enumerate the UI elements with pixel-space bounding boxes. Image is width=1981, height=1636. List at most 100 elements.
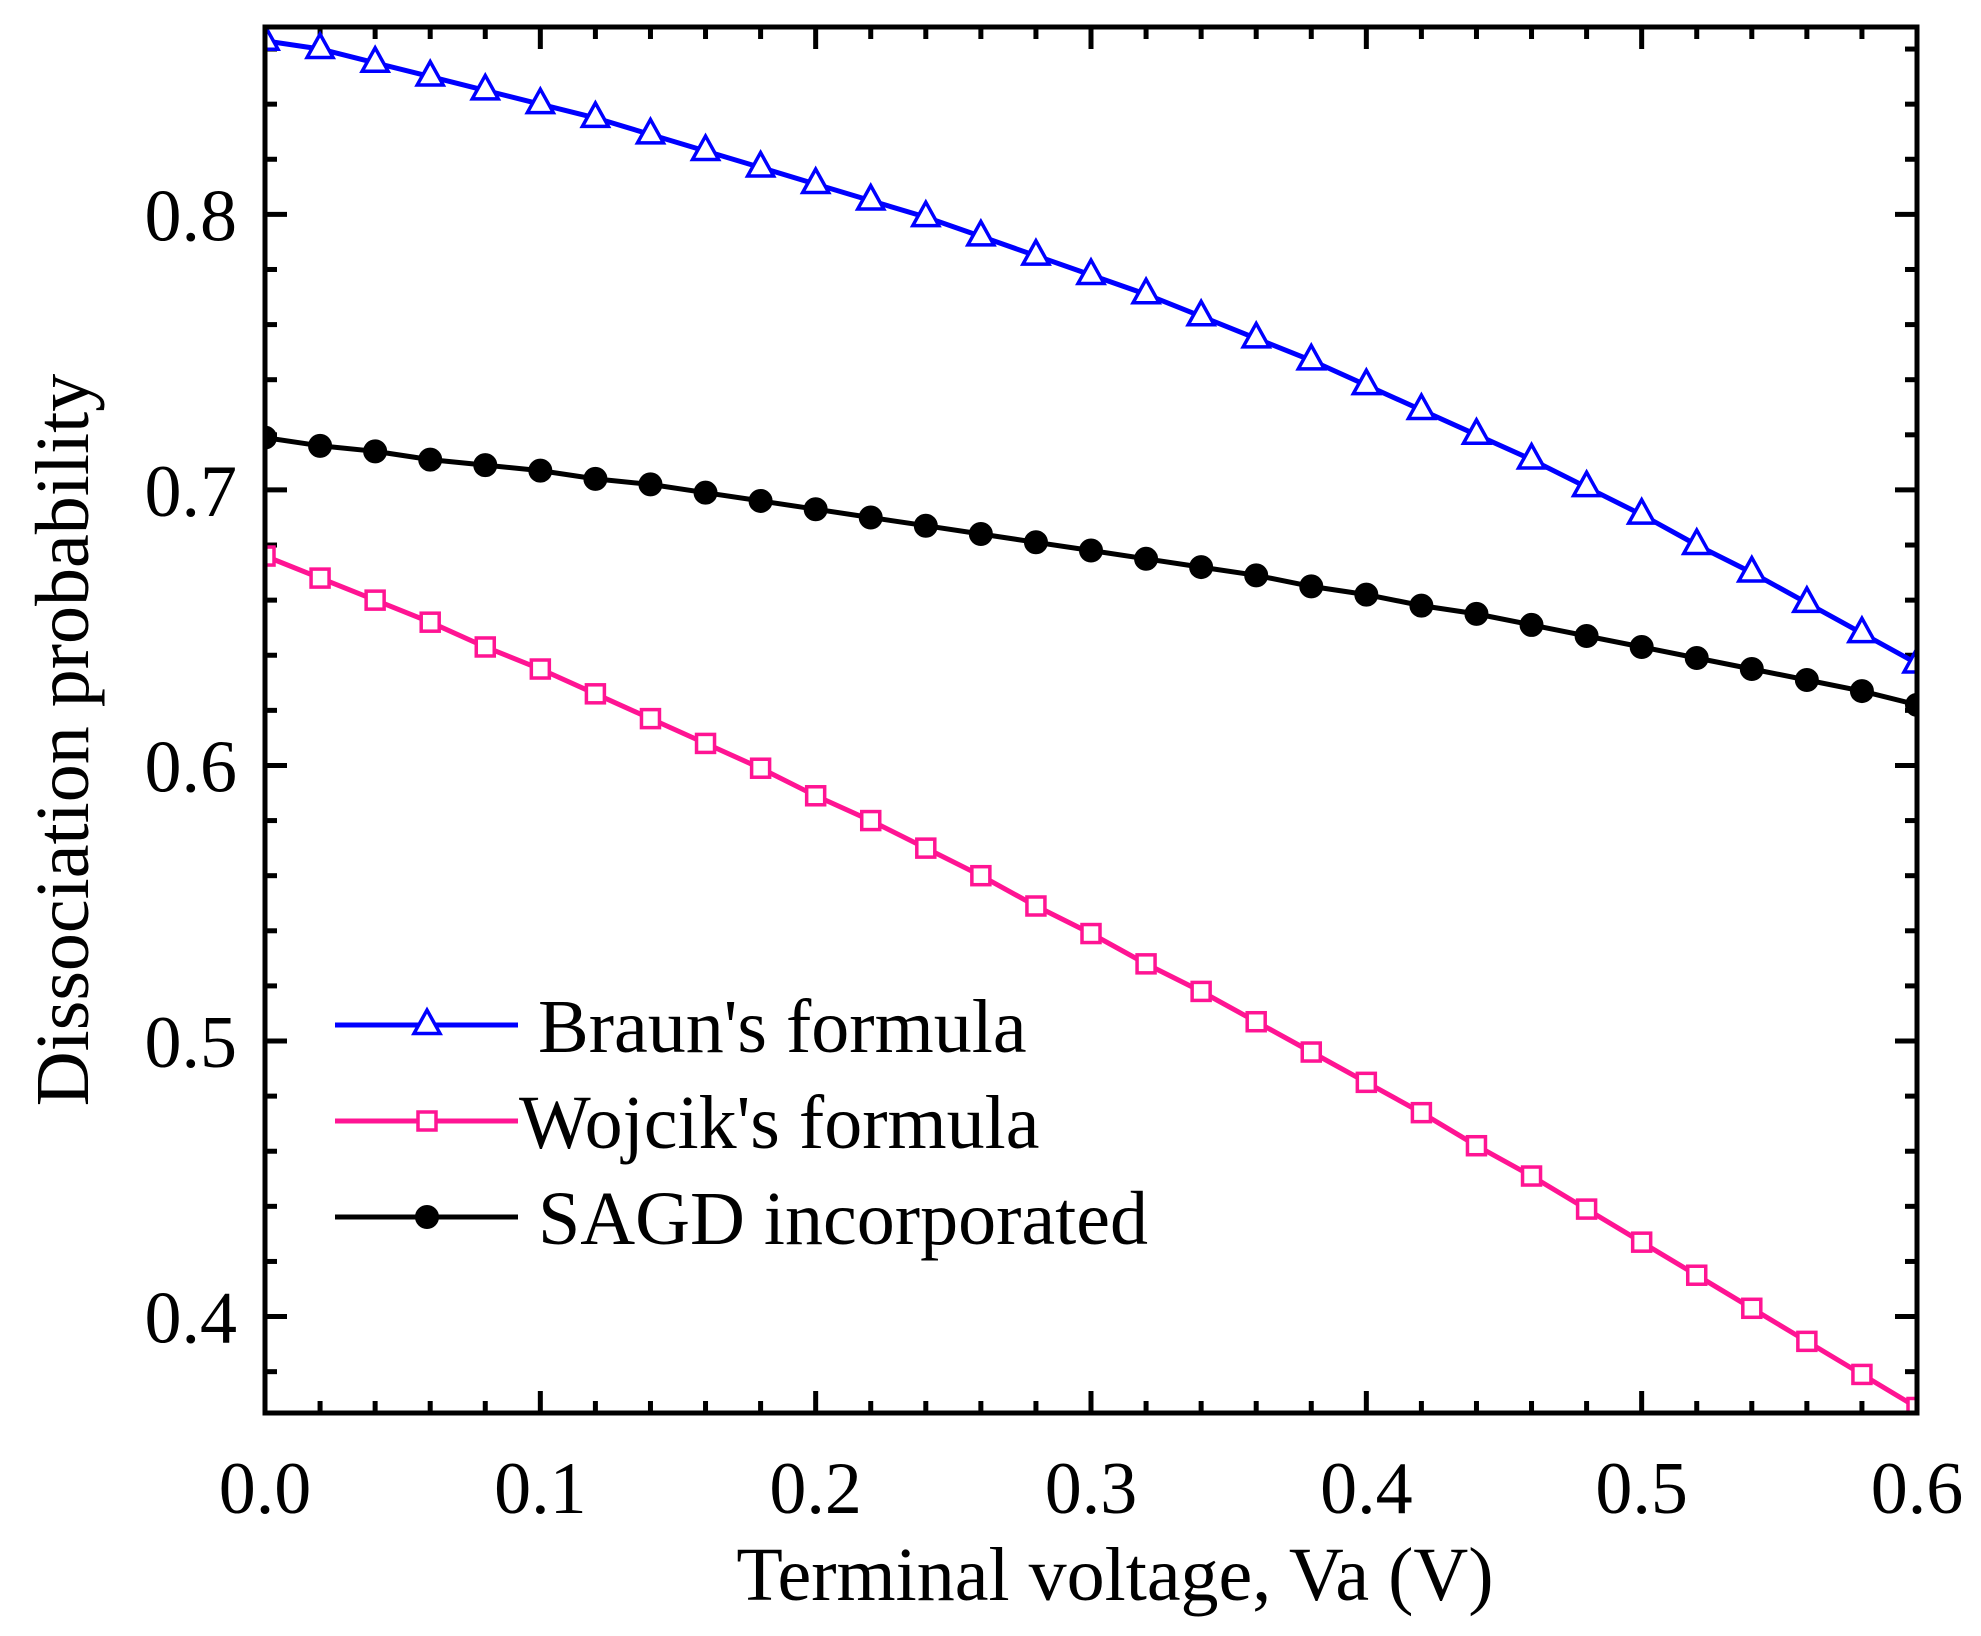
data-point [749,757,772,779]
data-point [804,785,827,807]
data-point [1845,614,1878,644]
data-point [1520,1165,1543,1187]
data-point [744,148,777,178]
data-point [638,472,663,497]
data-point [1355,1071,1378,1094]
y-tick-label: 0.8 [145,175,238,257]
data-point [1134,546,1159,571]
data-point [634,115,667,145]
y-tick-label: 0.5 [145,1002,238,1084]
series-3 [265,425,1917,717]
data-point [1685,1264,1708,1286]
data-point [265,545,276,567]
data-point [1130,275,1163,305]
data-point [469,71,502,101]
x-tick-label: 0.5 [1595,1448,1688,1530]
series-1 [265,27,1917,674]
data-point [854,182,887,211]
data-point [1849,679,1874,704]
legend-label: Braun's formula [538,985,1027,1069]
legend-item: Wojcik's formula [335,1081,1039,1165]
data-point [1075,256,1107,286]
data-point [915,837,937,859]
data-point [639,707,662,730]
legend-label: SAGD incorporated [538,1177,1148,1261]
data-point [1684,646,1709,671]
data-point [799,165,832,195]
x-tick-label: 0.2 [769,1448,862,1530]
data-point [1079,538,1103,563]
data-point [1735,554,1768,583]
data-point [1464,601,1489,626]
data-point [419,611,441,633]
y-tick-label: 0.7 [145,451,238,533]
series-line [265,435,1917,708]
data-point [1739,657,1764,682]
data-point [1245,1010,1267,1033]
data-point [1185,297,1218,327]
data-point [1460,416,1493,446]
data-point [913,513,938,538]
data-point [414,58,447,87]
data-point [968,522,993,547]
data-point [909,198,942,228]
data-point [803,497,828,522]
plot-frame [262,24,1920,1416]
data-point [309,567,331,589]
data-point [1630,1231,1653,1253]
data-point [970,864,992,887]
x-tick-label: 0.4 [1320,1448,1413,1530]
data-point [1515,441,1548,470]
data-point [528,458,553,483]
data-point [1790,584,1823,614]
data-point [363,439,388,464]
data-point [418,447,443,472]
data-point [1244,563,1269,588]
legend-item: SAGD incorporated [335,1177,1148,1261]
data-point [689,132,722,162]
data-point [859,809,882,832]
data-point [474,636,497,658]
data-point [693,480,718,505]
data-point [473,453,498,478]
legend-marker [416,1110,438,1132]
series-line [265,38,1917,666]
y-axis-title: Dissociation probability [21,374,105,1106]
data-point [265,425,277,450]
data-point [1906,1396,1917,1413]
data-point [1019,237,1052,266]
data-point [1023,530,1048,555]
x-tick-label: 0.6 [1871,1448,1964,1530]
y-tick-label: 0.4 [145,1278,238,1360]
data-point [1905,692,1917,717]
data-point [1135,953,1157,975]
data-point [579,99,612,129]
data-point [858,505,883,530]
data-point [1625,496,1658,525]
data-point [1295,341,1328,371]
legend: Braun's formula Wojcik's formula SAGD inco… [335,985,1148,1261]
data-point [1240,319,1273,349]
data-point [1794,668,1819,693]
legend-item: Braun's formula [335,985,1027,1069]
data-point [364,589,386,611]
tick-labels: 0.0 0.1 0.2 0.3 0.4 0.5 0.6 0.4 0.5 0.6 0.7 0.8 [145,175,1964,1530]
data-point [1465,1134,1488,1157]
x-axis-title: Terminal voltage, Va (V) [736,1533,1493,1617]
data-point [1405,391,1438,421]
x-tick-label: 0.3 [1045,1448,1138,1530]
data-point [1519,612,1544,637]
data-point [1025,895,1047,917]
series-group [265,27,1917,1413]
x-tick-label: 0.0 [219,1448,312,1530]
series-line [265,553,1917,1410]
data-point [265,27,281,51]
legend-marker [415,1205,439,1229]
data-point [584,683,607,705]
data-point [1570,468,1603,498]
data-point [1189,555,1214,580]
data-point [529,658,552,680]
data-point [1629,634,1654,659]
